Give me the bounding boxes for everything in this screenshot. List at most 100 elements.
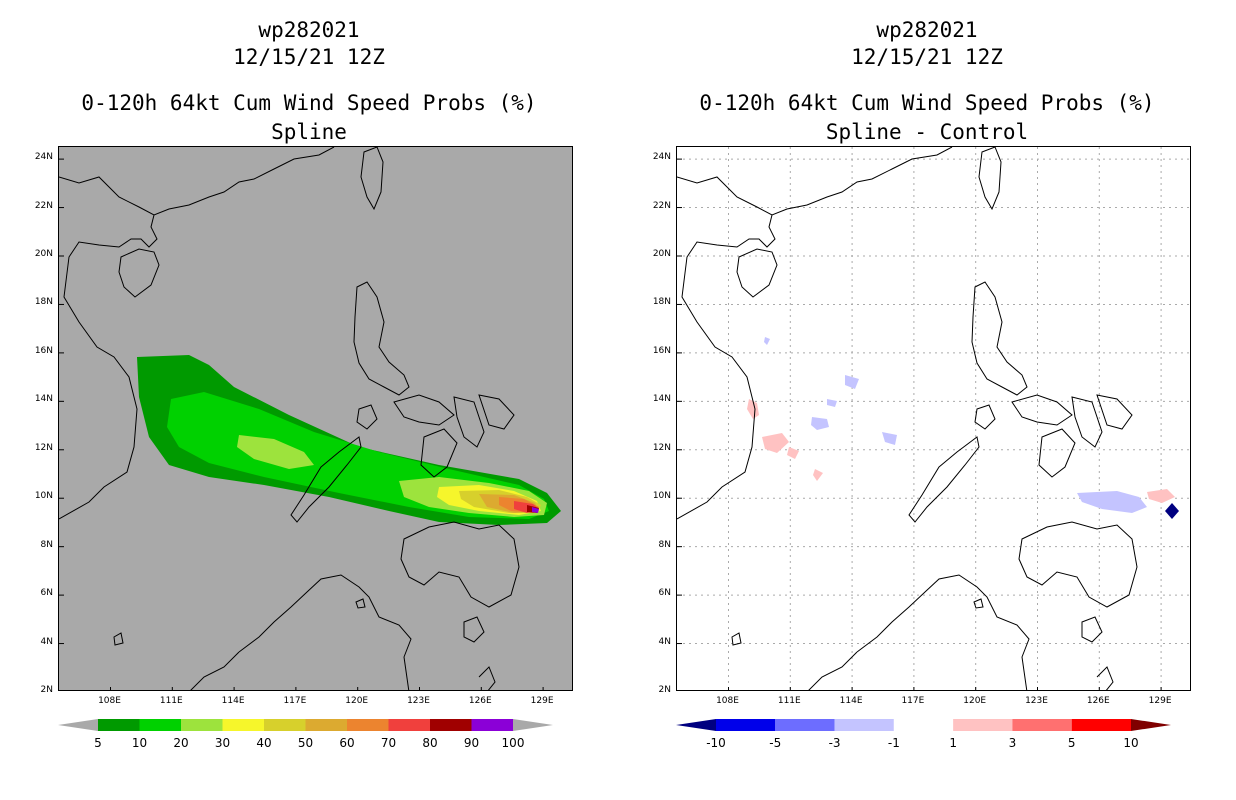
coastline-segment [1096, 394, 1133, 430]
lon-tick-label: 108E [98, 696, 121, 706]
colorbar-label: 90 [463, 736, 480, 750]
coastline-segment [677, 214, 776, 520]
lat-tick-label: 2N [40, 685, 53, 695]
colorbar-swatch [139, 719, 181, 731]
right-map-area [676, 146, 1191, 691]
lat-tick-label: 22N [34, 200, 53, 211]
right-title-product: 0-120h 64kt Cum Wind Speed Probs (%) [699, 91, 1155, 115]
coastline-segment [478, 394, 515, 430]
lon-tick-label: 111E [159, 696, 183, 706]
colorbar-label: -5 [769, 736, 782, 750]
lat-tick-label: 20N [652, 249, 671, 259]
colorbar-high-end [1131, 719, 1171, 731]
colorbar-label: 40 [256, 736, 272, 750]
coastline-segment [736, 248, 778, 298]
coastline-segment [974, 404, 996, 430]
coastline-segment [971, 281, 1028, 396]
colorbar-label: -3 [828, 736, 841, 750]
right-title-method: Spline - Control [825, 120, 1029, 144]
lat-tick-label: 18N [652, 297, 671, 308]
coastline-segment [478, 666, 496, 690]
colorbar-swatch [775, 719, 835, 731]
lon-tick-label: 123E [1025, 696, 1048, 706]
lat-tick-label: 8N [40, 539, 53, 550]
coastlines [59, 147, 520, 690]
coastline-segment [353, 281, 410, 396]
coastline-segment [290, 436, 362, 523]
lon-tick-label: 111E [777, 696, 801, 706]
lat-tick-label: 6N [658, 588, 671, 599]
right-title-storm-id: wp282021 [876, 18, 978, 42]
colorbar-label: -1 [887, 736, 900, 750]
coastline-segment [808, 651, 858, 690]
colorbar-label: 80 [422, 736, 438, 750]
coastline-segment [1038, 428, 1076, 478]
probability-swath [137, 355, 561, 525]
lat-tick-label: 24N [34, 152, 53, 163]
colorbar-swatch [181, 719, 223, 731]
colorbar-swatch [1071, 719, 1131, 731]
lat-tick-label: 12N [652, 442, 671, 453]
coastline-segment [973, 598, 984, 609]
colorbar-label: 5 [94, 736, 102, 750]
lat-tick-label: 4N [40, 636, 53, 647]
lat-tick-label: 10N [34, 491, 53, 502]
right-title-datetime: 12/15/21 12Z [851, 45, 1003, 69]
right-map-panel: wp282021 12/15/21 12Z 0-120h 64kt Cum Wi… [618, 0, 1236, 800]
left-colorbar-swatches [58, 719, 553, 731]
right-map-canvas [677, 147, 1190, 690]
colorbar-label: 1 [949, 736, 957, 750]
lat-tick-label: 22N [652, 200, 671, 211]
coastline-segment [238, 574, 412, 690]
lon-tick-label: 117E [283, 696, 307, 706]
coastline-segment [420, 428, 458, 478]
coastlines [677, 147, 1138, 690]
coastline-segment [1071, 396, 1103, 448]
lon-tick-label: 114E [221, 696, 245, 706]
coastline-segment [1096, 666, 1114, 690]
right-colorbar [676, 716, 1176, 738]
lon-tick-label: 126E [468, 696, 492, 706]
left-title-method: Spline [271, 120, 347, 144]
coastline-segment [731, 632, 742, 646]
colorbar-swatch [222, 719, 264, 731]
lat-tick-label: 10N [652, 491, 671, 502]
lat-tick-label: 14N [34, 394, 53, 405]
lon-tick-label: 114E [839, 696, 863, 706]
right-colorbar-swatches [676, 719, 1171, 731]
lon-tick-label: 117E [901, 696, 925, 706]
lat-tick-label: 6N [40, 588, 53, 599]
coastline-segment [190, 651, 240, 690]
lon-tick-label: 108E [716, 696, 739, 706]
colorbar-label: 20 [173, 736, 189, 750]
colorbar-label: 70 [380, 736, 397, 750]
colorbar-low-end [676, 719, 716, 731]
lat-lon-grid [677, 147, 1190, 690]
lat-tick-label: 14N [652, 394, 671, 405]
colorbar-swatch [1012, 719, 1072, 731]
colorbar-label: 60 [339, 736, 355, 750]
colorbar-label: -10 [706, 736, 726, 750]
colorbar-swatch [834, 719, 894, 731]
coastline-segment [59, 214, 158, 520]
left-colorbar [58, 716, 558, 738]
colorbar-swatch [716, 719, 776, 731]
left-map-panel: wp282021 12/15/21 12Z 0-120h 64kt Cum Wi… [34, 18, 573, 750]
coastline-segment [356, 404, 378, 430]
difference-shading [747, 337, 1179, 519]
colorbar-label: 10 [1123, 736, 1139, 750]
lat-tick-label: 20N [34, 249, 53, 259]
coastline-segment [393, 394, 455, 426]
coastline-segment [113, 632, 124, 646]
coastline-segment [59, 147, 335, 216]
colorbar-swatch [471, 719, 513, 731]
lat-tick-label: 12N [34, 442, 53, 453]
coastline-segment [360, 147, 384, 211]
coastline-segment [677, 147, 953, 216]
colorbar-label: 50 [297, 736, 314, 750]
lat-tick-label: 24N [652, 152, 671, 163]
coastline-segment [856, 574, 1030, 690]
coastline-segment [1081, 616, 1103, 643]
lon-tick-label: 120E [345, 696, 369, 706]
lon-tick-label: 129E [1148, 696, 1172, 706]
